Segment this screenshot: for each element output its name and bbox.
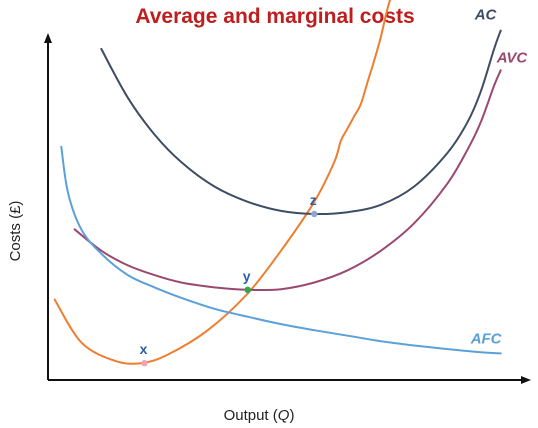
afc-curve xyxy=(60,145,502,355)
axes xyxy=(44,33,531,384)
chart-title: Average and marginal costs xyxy=(135,5,414,28)
ac-curve xyxy=(100,29,502,216)
point-x-label: x xyxy=(140,341,148,357)
point-z-label: z xyxy=(310,192,317,208)
y-axis-label: Costs (£) xyxy=(7,201,24,262)
ac-curve-label: AC xyxy=(474,7,498,24)
point-y-marker xyxy=(244,286,251,293)
curves xyxy=(53,0,502,365)
mc-curve xyxy=(53,0,392,365)
point-y-label: y xyxy=(243,268,251,284)
x-axis-label: Output (Q) xyxy=(224,407,295,424)
x-axis-arrow xyxy=(521,376,531,384)
afc-curve-label: AFC xyxy=(470,330,503,347)
avc-curve xyxy=(73,69,502,292)
curve-labels: MCACAVCAFC xyxy=(470,7,529,348)
point-z-marker xyxy=(311,210,318,218)
y-axis-arrow xyxy=(44,33,52,43)
point-x-marker xyxy=(141,360,148,367)
avc-curve-label: AVC xyxy=(496,49,529,66)
points: x y z xyxy=(140,192,318,367)
